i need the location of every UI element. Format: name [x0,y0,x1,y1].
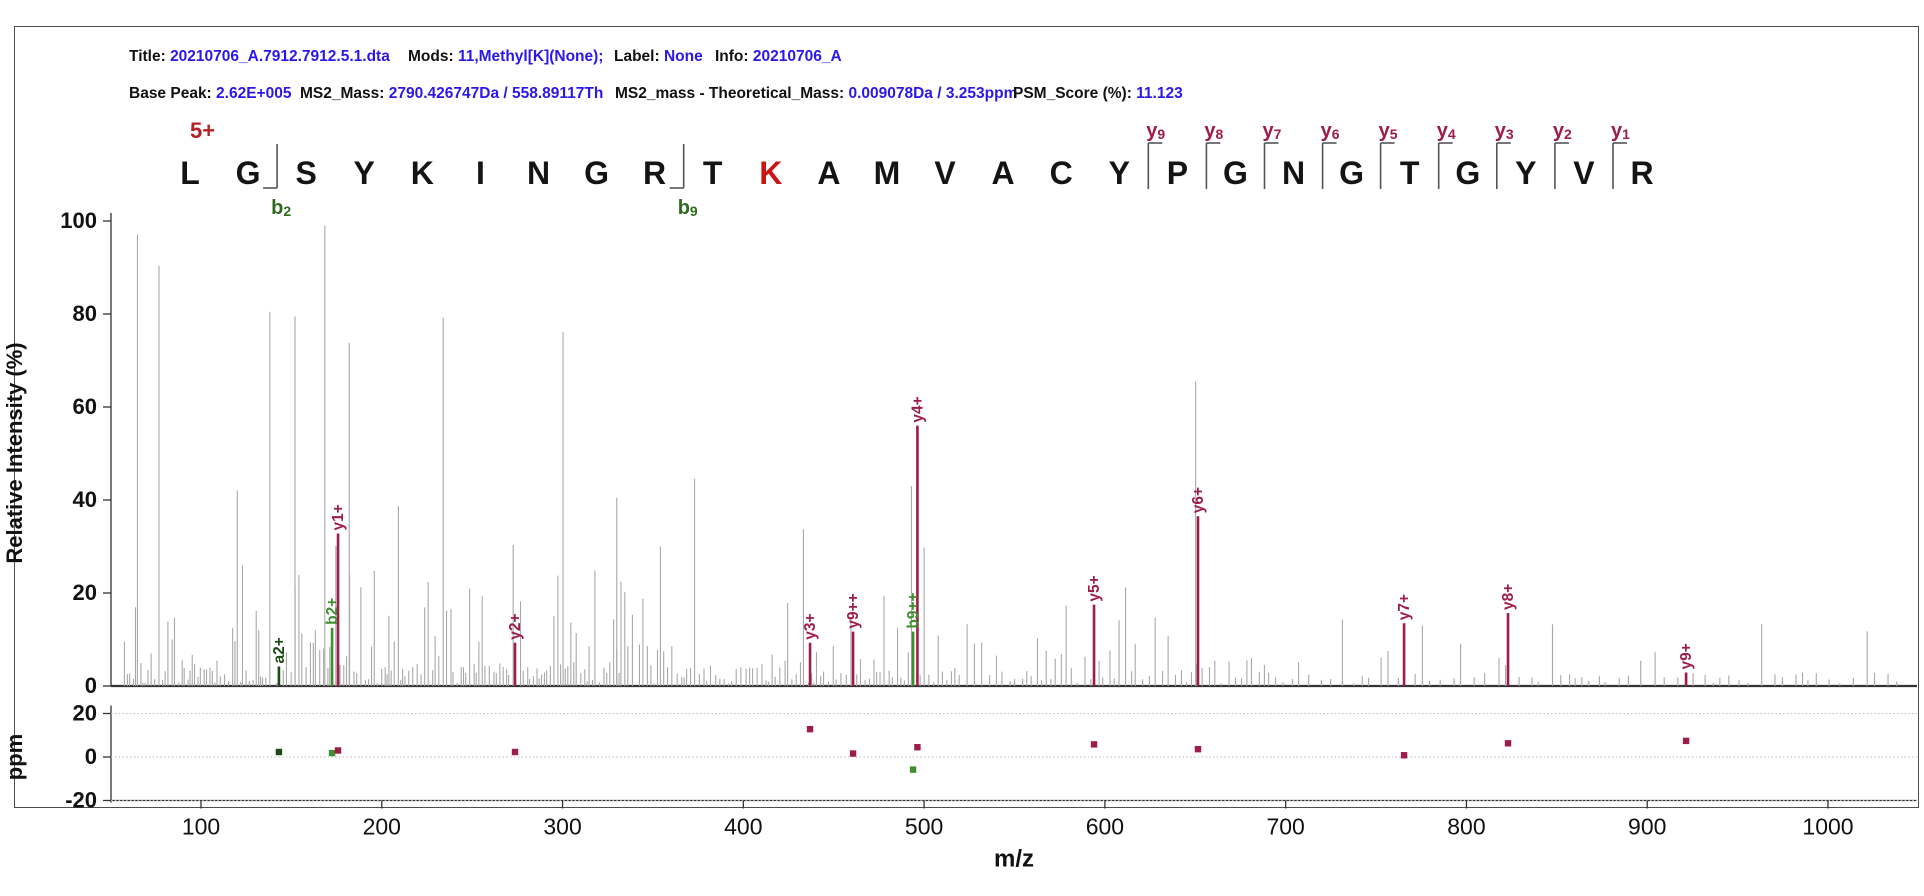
svg-text:N: N [527,155,550,191]
svg-text:ppm: ppm [2,734,27,780]
svg-text:y9+: y9+ [1678,643,1695,669]
svg-text:y6: y6 [1321,120,1340,142]
svg-text:S: S [296,155,317,191]
svg-text:1000: 1000 [1802,814,1853,840]
svg-text:600: 600 [1086,814,1124,840]
svg-text:b9++: b9++ [905,592,922,628]
svg-text:80: 80 [73,301,97,326]
svg-text:100: 100 [182,814,220,840]
svg-text:G: G [1339,155,1364,191]
svg-text:y3: y3 [1495,120,1514,142]
svg-text:y9: y9 [1146,120,1165,142]
svg-text:20: 20 [73,701,97,726]
svg-text:K: K [411,155,434,191]
svg-text:y1: y1 [1611,120,1630,142]
svg-text:y5: y5 [1379,120,1398,142]
svg-text:G: G [236,155,261,191]
svg-text:T: T [703,155,723,191]
svg-text:40: 40 [73,487,97,512]
svg-text:M: M [874,155,901,191]
svg-text:y3+: y3+ [802,613,819,639]
svg-text:R: R [1630,155,1653,191]
svg-text:100: 100 [60,208,97,233]
svg-text:V: V [1573,155,1595,191]
svg-text:b2+: b2+ [324,598,341,625]
svg-text:y9++: y9++ [845,593,862,628]
svg-text:L: L [180,155,200,191]
svg-text:y6+: y6+ [1190,487,1207,513]
svg-text:G: G [1455,155,1480,191]
svg-text:y1+: y1+ [330,504,347,530]
svg-text:y4: y4 [1437,120,1456,142]
svg-text:400: 400 [724,814,762,840]
svg-text:C: C [1050,155,1073,191]
svg-text:I: I [476,155,485,191]
svg-text:800: 800 [1447,814,1485,840]
svg-text:y5+: y5+ [1086,575,1103,601]
svg-text:200: 200 [363,814,401,840]
svg-text:y2+: y2+ [507,613,524,639]
svg-text:500: 500 [905,814,943,840]
svg-text:b9: b9 [678,197,698,219]
svg-text:V: V [934,155,956,191]
svg-text:y2: y2 [1553,120,1572,142]
svg-text:300: 300 [543,814,581,840]
svg-text:R: R [643,155,666,191]
svg-text:y4+: y4+ [909,396,926,422]
svg-text:A: A [817,155,840,191]
svg-text:G: G [584,155,609,191]
svg-text:0: 0 [85,673,97,698]
svg-text:0: 0 [85,744,97,769]
svg-text:Relative Intensity (%): Relative Intensity (%) [2,342,27,563]
svg-text:y7+: y7+ [1396,594,1413,620]
svg-text:K: K [759,155,782,191]
svg-text:b2: b2 [271,197,291,219]
svg-text:a2+: a2+ [271,637,288,663]
svg-text:900: 900 [1628,814,1666,840]
svg-text:T: T [1400,155,1420,191]
svg-text:20: 20 [73,580,97,605]
svg-text:700: 700 [1266,814,1304,840]
svg-text:y7: y7 [1263,120,1282,142]
svg-text:Y: Y [354,155,375,191]
svg-text:y8: y8 [1204,120,1223,142]
svg-text:Y: Y [1515,155,1536,191]
svg-text:y8+: y8+ [1500,584,1517,610]
svg-text:Y: Y [1109,155,1130,191]
svg-text:A: A [992,155,1015,191]
svg-text:P: P [1167,155,1188,191]
svg-text:m/z: m/z [994,846,1034,873]
svg-text:60: 60 [73,394,97,419]
svg-text:G: G [1223,155,1248,191]
svg-text:-20: -20 [65,788,97,813]
svg-text:N: N [1282,155,1305,191]
